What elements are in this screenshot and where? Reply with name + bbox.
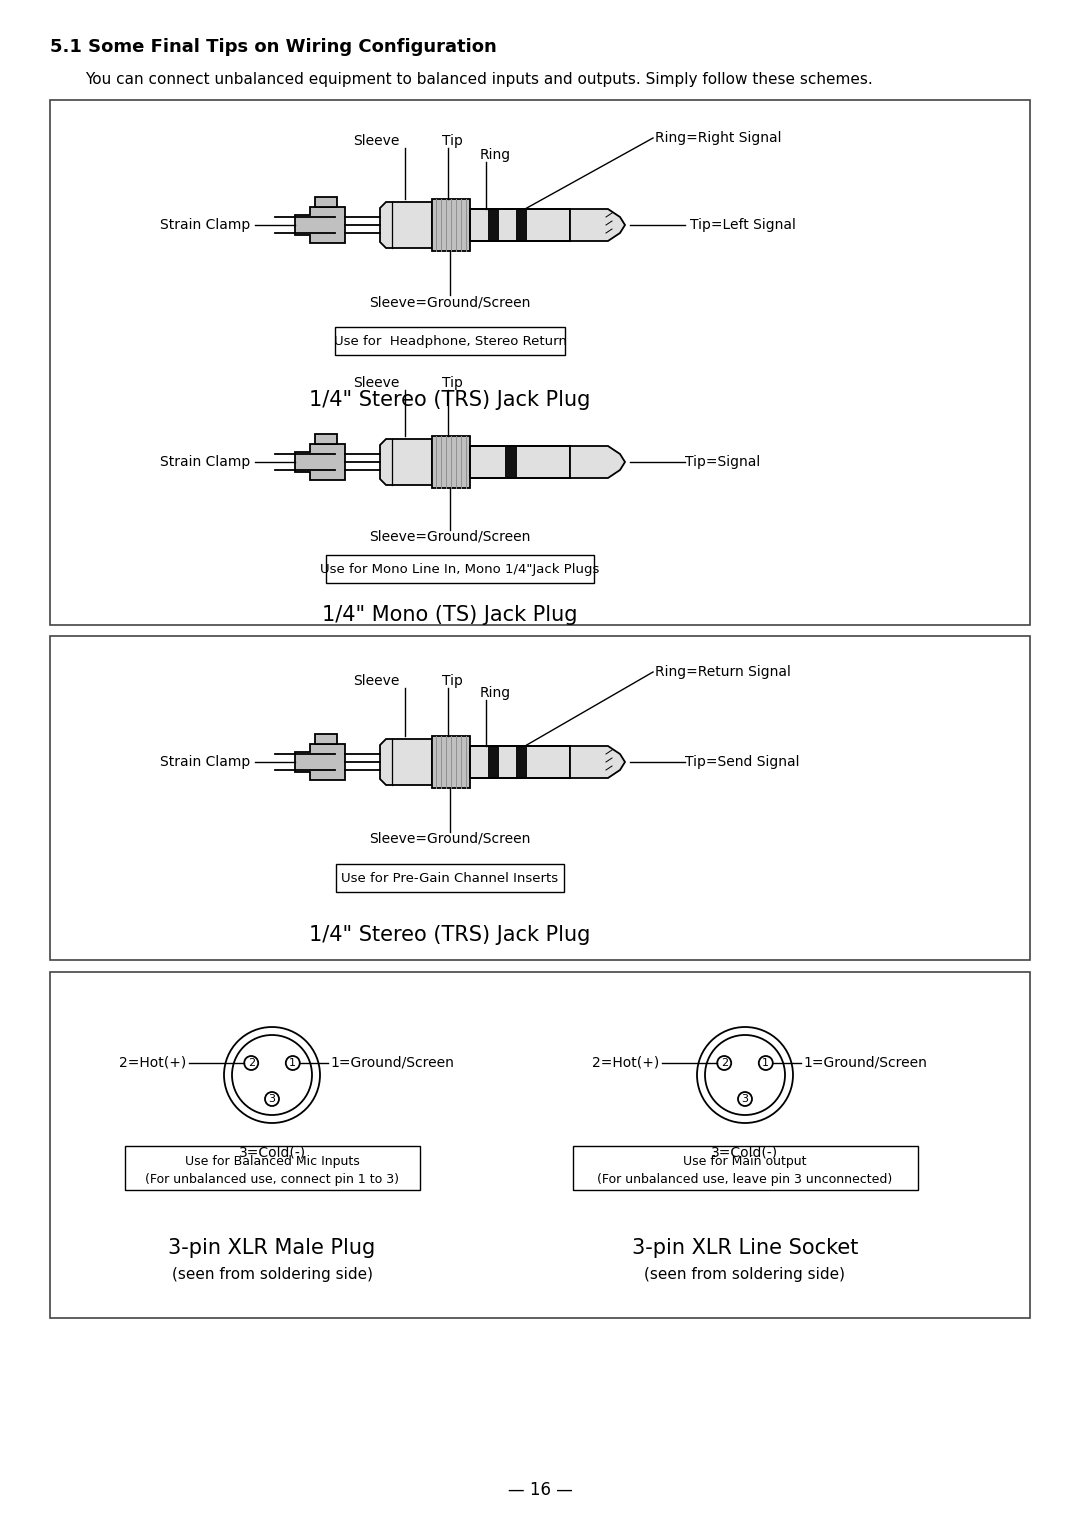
Bar <box>470 746 570 778</box>
Bar <box>488 746 499 778</box>
Bar <box>432 435 470 487</box>
Bar <box>335 327 565 354</box>
Text: 2: 2 <box>247 1057 255 1068</box>
Circle shape <box>232 1034 312 1115</box>
Text: 1/4" Stereo (TRS) Jack Plug: 1/4" Stereo (TRS) Jack Plug <box>309 924 591 944</box>
Polygon shape <box>295 744 345 779</box>
Bar <box>326 555 594 584</box>
Text: 1/4" Stereo (TRS) Jack Plug: 1/4" Stereo (TRS) Jack Plug <box>309 390 591 410</box>
Bar <box>488 209 499 241</box>
Circle shape <box>244 1056 258 1070</box>
Text: Sleeve=Ground/Screen: Sleeve=Ground/Screen <box>369 833 530 847</box>
Bar <box>315 733 337 744</box>
Polygon shape <box>295 206 345 243</box>
Text: Tip: Tip <box>442 376 463 390</box>
Text: 3: 3 <box>742 1094 748 1105</box>
Polygon shape <box>570 746 625 778</box>
Text: Use for Main output: Use for Main output <box>684 1155 807 1167</box>
Text: 3=Cold(-): 3=Cold(-) <box>239 1144 306 1160</box>
Text: 3-pin XLR Male Plug: 3-pin XLR Male Plug <box>168 1238 376 1258</box>
Text: Tip: Tip <box>442 674 463 688</box>
Text: 5.1 Some Final Tips on Wiring Configuration: 5.1 Some Final Tips on Wiring Configurat… <box>50 38 497 57</box>
Bar <box>470 209 570 241</box>
Polygon shape <box>570 209 625 241</box>
Text: Ring: Ring <box>480 686 511 700</box>
Text: Strain Clamp: Strain Clamp <box>160 455 249 469</box>
Bar <box>505 446 517 478</box>
Bar <box>432 736 470 788</box>
Text: Strain Clamp: Strain Clamp <box>160 219 249 232</box>
Polygon shape <box>380 740 432 785</box>
Polygon shape <box>295 445 345 480</box>
Text: Tip=Send Signal: Tip=Send Signal <box>685 755 799 769</box>
Text: Use for Balanced Mic Inputs: Use for Balanced Mic Inputs <box>185 1155 360 1167</box>
Bar <box>470 209 570 241</box>
Circle shape <box>705 1034 785 1115</box>
Text: Use for  Headphone, Stereo Return: Use for Headphone, Stereo Return <box>334 335 566 347</box>
Bar <box>315 197 337 206</box>
Text: (seen from soldering side): (seen from soldering side) <box>645 1268 846 1282</box>
Bar <box>516 746 527 778</box>
Text: 1: 1 <box>762 1057 769 1068</box>
Text: Sleeve: Sleeve <box>353 376 400 390</box>
Text: 3=Cold(-): 3=Cold(-) <box>712 1144 779 1160</box>
Bar <box>336 863 564 892</box>
Text: (seen from soldering side): (seen from soldering side) <box>172 1268 373 1282</box>
Circle shape <box>286 1056 300 1070</box>
Text: 2: 2 <box>720 1057 728 1068</box>
Bar <box>50 972 1030 1319</box>
Text: 1=Ground/Screen: 1=Ground/Screen <box>804 1056 927 1070</box>
Text: Tip: Tip <box>442 134 463 148</box>
Circle shape <box>759 1056 773 1070</box>
Circle shape <box>717 1056 731 1070</box>
Circle shape <box>738 1093 752 1106</box>
Text: Strain Clamp: Strain Clamp <box>160 755 249 769</box>
Circle shape <box>265 1093 279 1106</box>
Bar <box>470 446 570 478</box>
Text: Ring: Ring <box>480 148 511 162</box>
Text: — 16 —: — 16 — <box>508 1481 572 1499</box>
Text: Ring=Right Signal: Ring=Right Signal <box>654 131 782 145</box>
Text: 1/4" Mono (TS) Jack Plug: 1/4" Mono (TS) Jack Plug <box>322 605 578 625</box>
Bar <box>50 99 1030 625</box>
Text: Use for Mono Line In, Mono 1/4"Jack Plugs: Use for Mono Line In, Mono 1/4"Jack Plug… <box>321 562 599 576</box>
Text: 1: 1 <box>289 1057 296 1068</box>
Text: 1=Ground/Screen: 1=Ground/Screen <box>330 1056 454 1070</box>
Text: 2=Hot(+): 2=Hot(+) <box>119 1056 186 1070</box>
Text: You can connect unbalanced equipment to balanced inputs and outputs. Simply foll: You can connect unbalanced equipment to … <box>85 72 873 87</box>
Bar <box>315 434 337 445</box>
Circle shape <box>697 1027 793 1123</box>
Text: Sleeve: Sleeve <box>353 674 400 688</box>
Text: Ring=Return Signal: Ring=Return Signal <box>654 665 791 678</box>
Text: Tip=Left Signal: Tip=Left Signal <box>690 219 796 232</box>
Text: 3-pin XLR Line Socket: 3-pin XLR Line Socket <box>632 1238 859 1258</box>
Circle shape <box>224 1027 320 1123</box>
Bar <box>470 446 570 478</box>
Bar <box>516 209 527 241</box>
Text: 2=Hot(+): 2=Hot(+) <box>592 1056 659 1070</box>
Text: Sleeve=Ground/Screen: Sleeve=Ground/Screen <box>369 530 530 544</box>
Text: Sleeve: Sleeve <box>353 134 400 148</box>
Bar <box>470 746 570 778</box>
Bar <box>432 199 470 251</box>
Polygon shape <box>380 202 432 248</box>
Text: Sleeve=Ground/Screen: Sleeve=Ground/Screen <box>369 295 530 309</box>
Bar <box>50 636 1030 960</box>
Polygon shape <box>380 439 432 484</box>
Bar <box>572 1146 918 1190</box>
Text: (For unbalanced use, leave pin 3 unconnected): (For unbalanced use, leave pin 3 unconne… <box>597 1172 893 1186</box>
Bar <box>124 1146 419 1190</box>
Polygon shape <box>570 446 625 478</box>
Text: Tip=Signal: Tip=Signal <box>685 455 760 469</box>
Text: (For unbalanced use, connect pin 1 to 3): (For unbalanced use, connect pin 1 to 3) <box>145 1172 399 1186</box>
Text: 3: 3 <box>269 1094 275 1105</box>
Text: Use for Pre-Gain Channel Inserts: Use for Pre-Gain Channel Inserts <box>341 871 558 885</box>
